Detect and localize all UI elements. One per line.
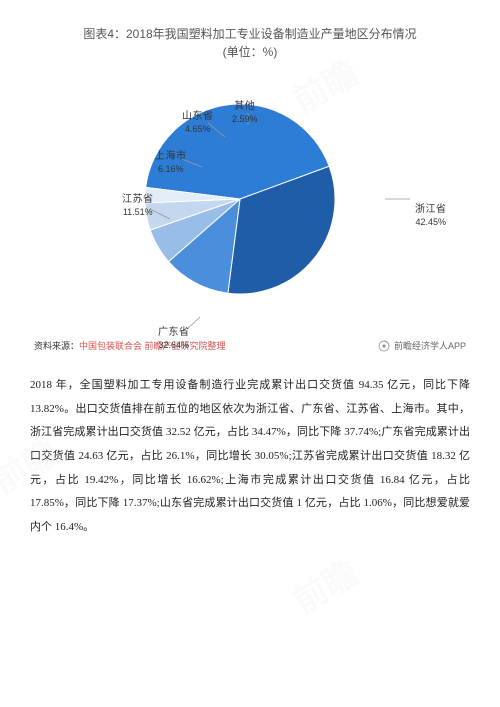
- source-org: 中国包装联合会 前瞻产业研究院整理: [79, 341, 226, 351]
- slice-label: 广东省32.64%: [158, 327, 190, 351]
- body-text: 2018 年，全国塑料加工专用设备制造行业完成累计出口交货值 94.35 亿元，…: [30, 374, 470, 539]
- source-row: 资料来源：中国包装联合会 前瞻产业研究院整理 前瞻经济学人APP: [30, 339, 470, 352]
- pie-chart: [140, 99, 340, 299]
- slice-label: 山东省4.65%: [182, 111, 214, 135]
- brand-logo-icon: [378, 340, 390, 352]
- slice-label: 上海市6.16%: [155, 151, 187, 175]
- source-label: 资料来源：: [34, 341, 79, 351]
- slice-label: 浙江省42.45%: [415, 204, 447, 228]
- chart-title-line2: (单位：%): [30, 43, 470, 61]
- source-brand-text: 前瞻经济学人APP: [394, 339, 466, 352]
- chart-title-line1: 图表4：2018年我国塑料加工专业设备制造业产量地区分布情况: [30, 25, 470, 43]
- source-brand: 前瞻经济学人APP: [378, 339, 466, 352]
- chart-title: 图表4：2018年我国塑料加工专业设备制造业产量地区分布情况 (单位：%): [30, 25, 470, 61]
- slice-label: 其他2.59%: [232, 101, 258, 125]
- slice-label: 江苏省11.51%: [122, 194, 154, 218]
- pie-chart-area: 浙江省42.45%广东省32.64%江苏省11.51%上海市6.16%山东省4.…: [80, 79, 420, 329]
- source-left: 资料来源：中国包装联合会 前瞻产业研究院整理: [34, 339, 226, 352]
